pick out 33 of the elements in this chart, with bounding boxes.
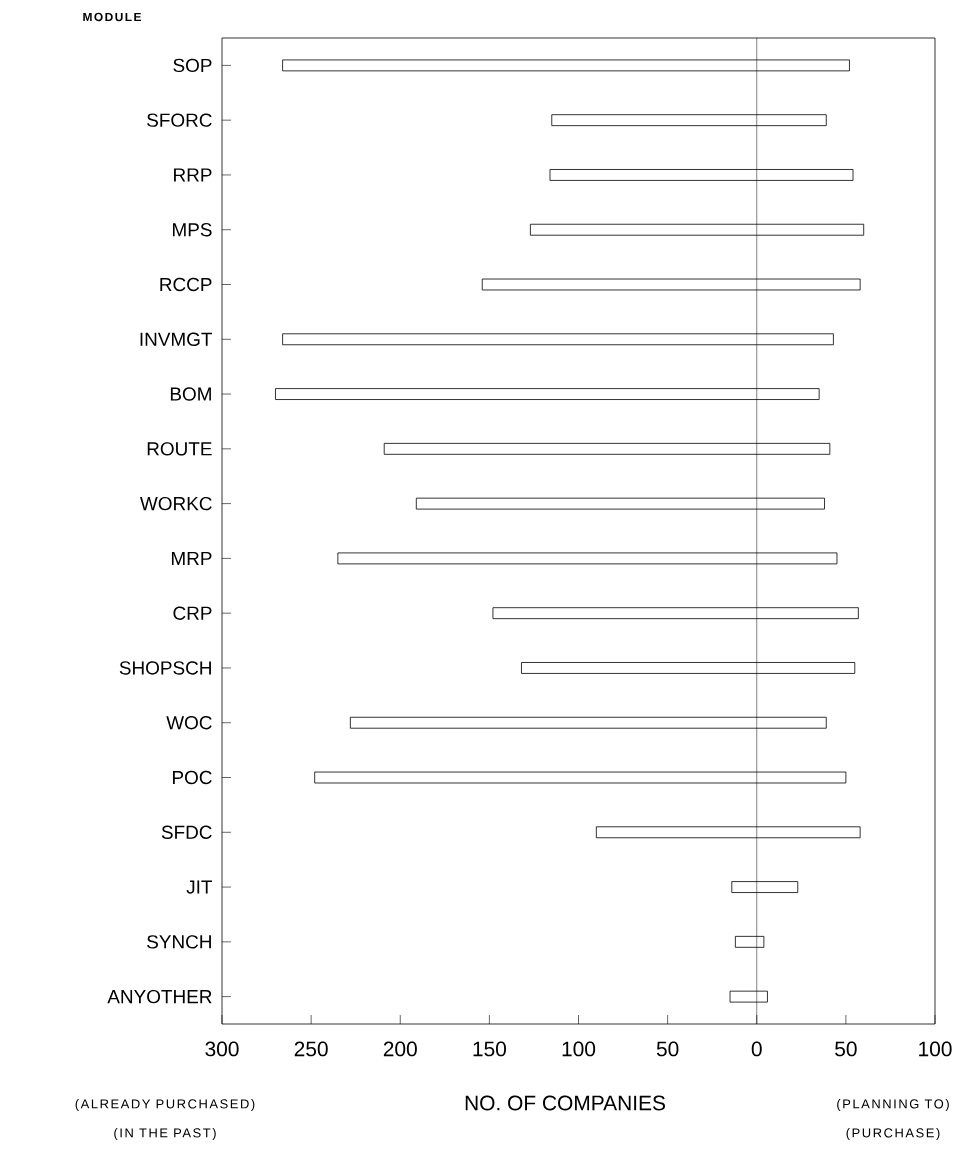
y-tick-label: JIT bbox=[186, 880, 213, 894]
y-tick-label: SFDC bbox=[161, 825, 212, 839]
y-tick-label: SYNCH bbox=[147, 935, 211, 949]
x-tick-label: 0 bbox=[751, 1041, 762, 1057]
y-tick-label: POC bbox=[173, 770, 212, 785]
y-tick-label: SFORC bbox=[147, 113, 212, 127]
y-tick-label: BOM bbox=[170, 387, 211, 401]
y-tick-label: WOC bbox=[166, 716, 212, 730]
x-tick-label: 150 bbox=[473, 1041, 506, 1057]
y-tick-label: WORKC bbox=[140, 496, 212, 511]
x-tick-label: 100 bbox=[562, 1041, 596, 1057]
x-tick-label: 50 bbox=[656, 1041, 679, 1057]
y-tick-label: MRP bbox=[171, 551, 212, 565]
y-tick-label: RRP bbox=[174, 168, 212, 182]
x-tick-label: 300 bbox=[205, 1041, 239, 1057]
text: (PLANNING TO) bbox=[837, 1098, 949, 1112]
text: (IN THE PAST) bbox=[114, 1127, 216, 1141]
y-axis-title: MODULE bbox=[83, 12, 141, 22]
y-tick-label: RCCP bbox=[160, 277, 212, 292]
x-tick-label: 200 bbox=[383, 1041, 417, 1057]
x-axis-title: NO. OF COMPANIES bbox=[465, 1095, 666, 1111]
x-tick-label: 250 bbox=[294, 1041, 328, 1057]
y-tick-label: MPS bbox=[173, 223, 212, 237]
y-tick-label: SHOPSCH bbox=[119, 661, 211, 675]
x-tick-label: 100 bbox=[919, 1041, 952, 1057]
text: (ALREADY PURCHASED) bbox=[75, 1098, 255, 1112]
y-tick-label: ANYOTHER bbox=[107, 989, 212, 1004]
y-tick-label: ROUTE bbox=[147, 442, 212, 456]
y-tick-label: INVMGT bbox=[140, 332, 213, 346]
x-tick-label: 50 bbox=[835, 1041, 857, 1057]
y-tick-label: CRP bbox=[173, 606, 212, 620]
y-tick-label: SOP bbox=[173, 58, 212, 73]
text: (PURCHASE) bbox=[846, 1127, 940, 1141]
